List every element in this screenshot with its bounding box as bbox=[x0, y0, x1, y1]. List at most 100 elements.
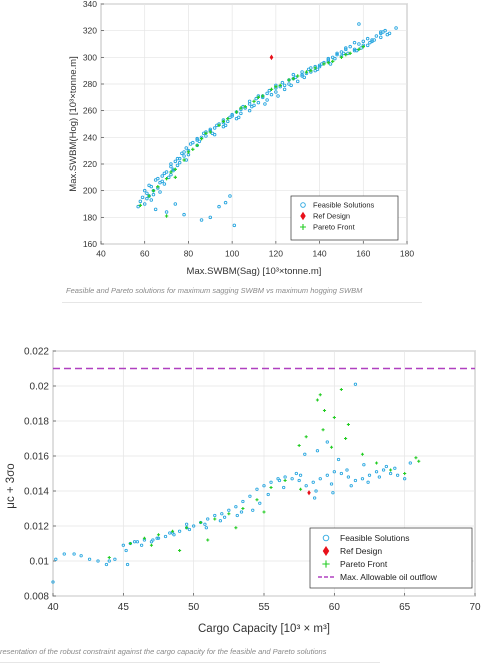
feasible-point bbox=[163, 534, 168, 539]
y-tick-labels: 0.008 0.01 0.012 0.014 0.016 0.018 0.02 0.022 bbox=[24, 347, 49, 603]
feasible-point bbox=[96, 559, 100, 563]
feasible-point bbox=[156, 176, 160, 181]
pareto-point bbox=[269, 485, 273, 490]
feasible-point bbox=[236, 115, 241, 120]
feasible-point bbox=[365, 43, 370, 48]
feasible-point bbox=[223, 123, 228, 128]
x-tick-label: 60 bbox=[140, 249, 150, 259]
legend-label: Ref Design bbox=[313, 212, 350, 221]
feasible-point bbox=[328, 62, 333, 66]
feasible-point bbox=[312, 496, 317, 500]
x-tick-label: 40 bbox=[96, 249, 106, 259]
pareto-point bbox=[274, 84, 278, 89]
feasible-point bbox=[247, 102, 252, 106]
pareto-point bbox=[191, 147, 195, 152]
x-tick-label: 40 bbox=[47, 602, 59, 613]
pareto-point bbox=[199, 520, 203, 525]
feasible-point bbox=[220, 512, 224, 516]
feasible-point bbox=[171, 168, 175, 173]
feasible-point bbox=[87, 557, 92, 561]
feasible-point bbox=[293, 75, 298, 80]
feasible-point bbox=[348, 44, 352, 49]
feasible-point bbox=[269, 92, 274, 97]
feasible-point bbox=[384, 464, 389, 469]
feasible-point bbox=[113, 557, 117, 561]
feasible-point bbox=[317, 64, 322, 69]
feasible-point bbox=[282, 83, 287, 88]
x-tick-label: 80 bbox=[184, 249, 194, 259]
pareto-point bbox=[164, 176, 169, 181]
pareto-point bbox=[255, 498, 259, 502]
pareto-point bbox=[182, 158, 186, 162]
feasible-point bbox=[184, 522, 189, 526]
feasible-point bbox=[381, 468, 386, 472]
feasible-point bbox=[149, 198, 154, 202]
feasible-point bbox=[381, 30, 385, 34]
pareto-point bbox=[304, 70, 309, 74]
feasible-point bbox=[199, 218, 204, 222]
pareto-point bbox=[138, 203, 143, 208]
feasible-point bbox=[335, 52, 339, 57]
feasible-point bbox=[336, 457, 341, 462]
feasible-point bbox=[394, 26, 398, 30]
legend-diamond-icon bbox=[322, 545, 330, 557]
pareto-point bbox=[221, 119, 226, 124]
feasible-point bbox=[177, 160, 182, 165]
feasible-point bbox=[139, 543, 144, 547]
feasible-point bbox=[156, 536, 161, 540]
pareto-point bbox=[346, 422, 350, 427]
feasible-point bbox=[222, 515, 227, 519]
feasible-point bbox=[349, 484, 353, 488]
y-tick-labels: 160 180 200 220 240 260 280 300 320 340 bbox=[83, 0, 97, 249]
pareto-point bbox=[297, 443, 301, 448]
feasible-point bbox=[294, 471, 299, 476]
feasible-point bbox=[361, 39, 366, 44]
feasible-point bbox=[151, 192, 156, 197]
pareto-point bbox=[344, 436, 348, 441]
pareto-point bbox=[147, 194, 151, 198]
feasible-point bbox=[329, 482, 334, 486]
feasible-point bbox=[142, 188, 147, 193]
feasible-point bbox=[177, 529, 182, 533]
feasible-point bbox=[265, 98, 269, 102]
pareto-point bbox=[322, 62, 326, 66]
feasible-point bbox=[289, 83, 293, 88]
legend: Feasible Solutions Ref Design Pareto Front bbox=[290, 195, 399, 241]
feasible-point bbox=[283, 475, 287, 479]
y-tick-label: 220 bbox=[83, 159, 97, 169]
pareto-point bbox=[339, 387, 343, 392]
feasible-point bbox=[140, 195, 145, 200]
feasible-point bbox=[362, 463, 366, 467]
x-tick-label: 180 bbox=[400, 249, 414, 259]
cargo-robust-scatter-chart: 40 45 50 55 60 65 70 0.0080.010.0120.0140.0160… bbox=[5, 347, 481, 636]
pareto-point bbox=[156, 533, 161, 537]
feasible-point bbox=[187, 527, 192, 532]
feasible-point bbox=[370, 38, 374, 42]
feasible-point bbox=[267, 88, 272, 93]
pareto-point bbox=[227, 512, 231, 516]
pareto-point bbox=[403, 471, 407, 476]
feasible-point bbox=[142, 202, 147, 206]
feasible-point bbox=[282, 485, 286, 490]
pareto-point bbox=[374, 461, 379, 465]
legend-label: Pareto Front bbox=[313, 223, 356, 232]
feasible-point bbox=[210, 131, 215, 136]
legend-diamond-icon bbox=[300, 211, 306, 221]
pareto-point bbox=[261, 94, 265, 98]
pareto-point bbox=[206, 538, 210, 542]
feasible-point bbox=[353, 478, 358, 483]
feasible-point bbox=[197, 139, 202, 144]
feasible-point bbox=[302, 75, 307, 80]
sag-hog-scatter-chart: 40 60 80 100 120 140 160 180 160 180 200 220 240 260… bbox=[68, 0, 414, 277]
pareto-point bbox=[107, 555, 111, 560]
y-tick-label: 0.008 bbox=[24, 592, 49, 603]
feasible-point bbox=[357, 42, 361, 46]
pareto-point bbox=[299, 487, 303, 491]
feasible-point bbox=[217, 204, 221, 209]
pareto-point bbox=[291, 76, 296, 81]
legend-label: Max. Allowable oil outflow bbox=[340, 572, 438, 582]
feasible-point bbox=[368, 40, 372, 45]
pareto-point bbox=[278, 83, 282, 88]
pareto-point bbox=[156, 184, 160, 189]
feasible-point bbox=[290, 477, 294, 481]
